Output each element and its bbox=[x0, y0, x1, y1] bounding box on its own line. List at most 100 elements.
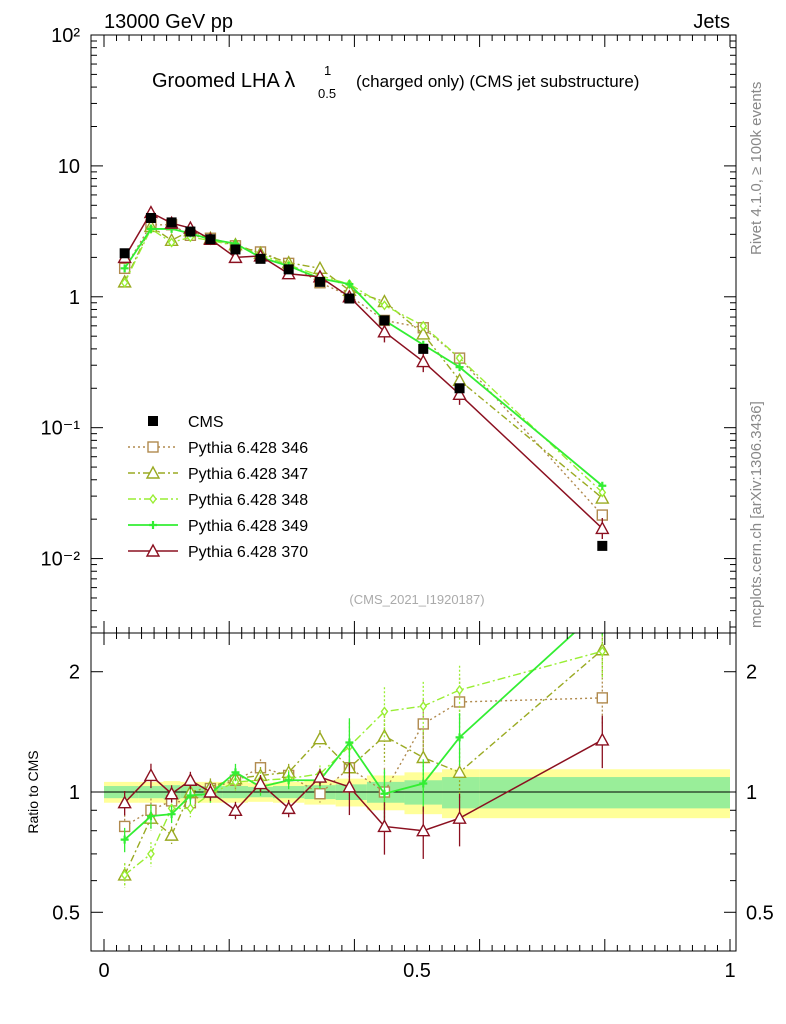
ratio-point bbox=[314, 788, 326, 800]
ratio-line bbox=[124, 649, 603, 876]
band-inner bbox=[479, 777, 730, 809]
data-point bbox=[185, 226, 196, 237]
data-point bbox=[416, 326, 431, 340]
data-point bbox=[455, 352, 464, 364]
data-point bbox=[598, 487, 607, 498]
legend-marker bbox=[149, 521, 157, 529]
title-sup: 1 bbox=[324, 63, 331, 78]
ratio-point bbox=[596, 692, 608, 704]
ratio-point bbox=[455, 733, 464, 742]
ratio-point bbox=[312, 769, 328, 783]
data-point bbox=[416, 354, 431, 368]
series-p347 bbox=[117, 218, 610, 504]
energy-label: 13000 GeV pp bbox=[104, 11, 233, 33]
title-sub: 0.5 bbox=[318, 86, 336, 101]
ytick-label: 1 bbox=[69, 287, 80, 309]
ratio-point bbox=[228, 802, 243, 816]
analysis-id: (CMS_2021_I1920187) bbox=[349, 592, 484, 607]
data-point bbox=[120, 264, 129, 273]
legend-entry-cms: CMS bbox=[148, 414, 224, 431]
legend-entry-p347: Pythia 6.428 347 bbox=[128, 465, 308, 483]
ratio-point bbox=[164, 786, 179, 800]
ratio-ytick-label-right: 2 bbox=[746, 662, 757, 684]
main-ticks: 10⁻² 10⁻¹ 1 10 10² bbox=[41, 25, 736, 633]
ratio-point bbox=[281, 800, 296, 815]
data-point bbox=[380, 300, 389, 311]
ratio-point bbox=[203, 784, 218, 798]
data-point bbox=[418, 343, 429, 354]
ratio-line bbox=[124, 633, 576, 841]
data-point bbox=[166, 217, 177, 228]
ratio-ticks: 0.5 0.5 1 1 2 2 0 0.5 1 bbox=[52, 633, 774, 982]
ratio-point bbox=[167, 810, 176, 819]
title-lambda: λ bbox=[284, 67, 295, 92]
ratio-point bbox=[186, 791, 195, 800]
data-point bbox=[205, 234, 216, 245]
legend-label: Pythia 6.428 348 bbox=[188, 492, 308, 509]
data-point bbox=[454, 383, 465, 394]
ratio-point bbox=[120, 869, 129, 881]
ytick-label: 10 bbox=[58, 156, 80, 178]
data-point bbox=[377, 324, 392, 338]
legend-entry-p348: Pythia 6.428 348 bbox=[128, 492, 308, 509]
xtick-label: 0 bbox=[98, 960, 109, 982]
ratio-point bbox=[117, 795, 132, 809]
legend-marker bbox=[148, 416, 158, 426]
ratio-ytick-label-right: 1 bbox=[746, 782, 757, 804]
ratio-bands bbox=[91, 769, 736, 819]
data-point bbox=[455, 363, 464, 372]
legend-entry-p346: Pythia 6.428 346 bbox=[128, 440, 308, 457]
data-point bbox=[146, 224, 155, 233]
ratio-point bbox=[231, 768, 240, 777]
ytick-label: 10² bbox=[51, 25, 80, 47]
legend-marker bbox=[145, 543, 161, 557]
data-point bbox=[345, 280, 354, 289]
legend-label: CMS bbox=[188, 414, 224, 431]
ytick-label: 10⁻¹ bbox=[41, 418, 81, 440]
ratio-point bbox=[253, 776, 268, 790]
data-point bbox=[120, 277, 129, 288]
ratio-ylabel: Ratio to CMS bbox=[25, 750, 41, 833]
data-point bbox=[419, 320, 428, 331]
ratio-point bbox=[452, 764, 467, 779]
series-line bbox=[124, 225, 603, 499]
data-point bbox=[230, 244, 241, 255]
legend-label: Pythia 6.428 346 bbox=[188, 440, 308, 457]
ratio-series-p370 bbox=[117, 715, 610, 859]
data-point bbox=[119, 248, 130, 259]
ratio-ytick-label: 2 bbox=[69, 662, 80, 684]
main-panel: 10⁻² 10⁻¹ 1 10 10² Groomed LHA λ 1 0.5 (char… bbox=[41, 25, 737, 634]
ratio-point bbox=[598, 646, 607, 657]
ratio-point bbox=[419, 700, 428, 712]
ratio-point bbox=[120, 835, 129, 844]
ratio-point bbox=[146, 812, 155, 821]
legend-marker bbox=[149, 493, 157, 505]
data-point bbox=[145, 212, 156, 223]
title-rest: (charged only) (CMS jet substructure) bbox=[356, 72, 639, 91]
data-point bbox=[255, 253, 266, 264]
data-point bbox=[597, 540, 608, 551]
ratio-point bbox=[345, 738, 354, 747]
ratio-line bbox=[124, 739, 603, 832]
plot-title: Groomed LHA λ bbox=[152, 67, 295, 92]
legend-entry-p349: Pythia 6.428 349 bbox=[128, 518, 308, 535]
ratio-point bbox=[377, 818, 392, 833]
ratio-point bbox=[183, 772, 198, 786]
xtick-label: 1 bbox=[724, 960, 735, 982]
ratio-point bbox=[342, 779, 357, 793]
data-point bbox=[379, 315, 390, 326]
legend-marker bbox=[145, 465, 161, 479]
ratio-point bbox=[380, 789, 389, 798]
ratio-point bbox=[231, 776, 240, 788]
ratio-series-p347 bbox=[117, 633, 610, 888]
ratio-panel: 0.5 0.5 1 1 2 2 0 0.5 1 Ratio to CMS bbox=[25, 632, 774, 982]
legend: CMS Pythia 6.428 346 Pythia 6.428 347 Pythi… bbox=[128, 414, 308, 561]
rivet-label: Rivet 4.1.0, ≥ 100k events bbox=[748, 82, 765, 255]
ratio-ytick-label-right: 0.5 bbox=[746, 902, 774, 924]
ratio-series-p348 bbox=[120, 633, 607, 888]
ratio-point bbox=[284, 776, 293, 785]
data-point bbox=[344, 293, 355, 304]
ratio-ytick-label: 0.5 bbox=[52, 902, 80, 924]
ratio-point bbox=[143, 767, 159, 782]
